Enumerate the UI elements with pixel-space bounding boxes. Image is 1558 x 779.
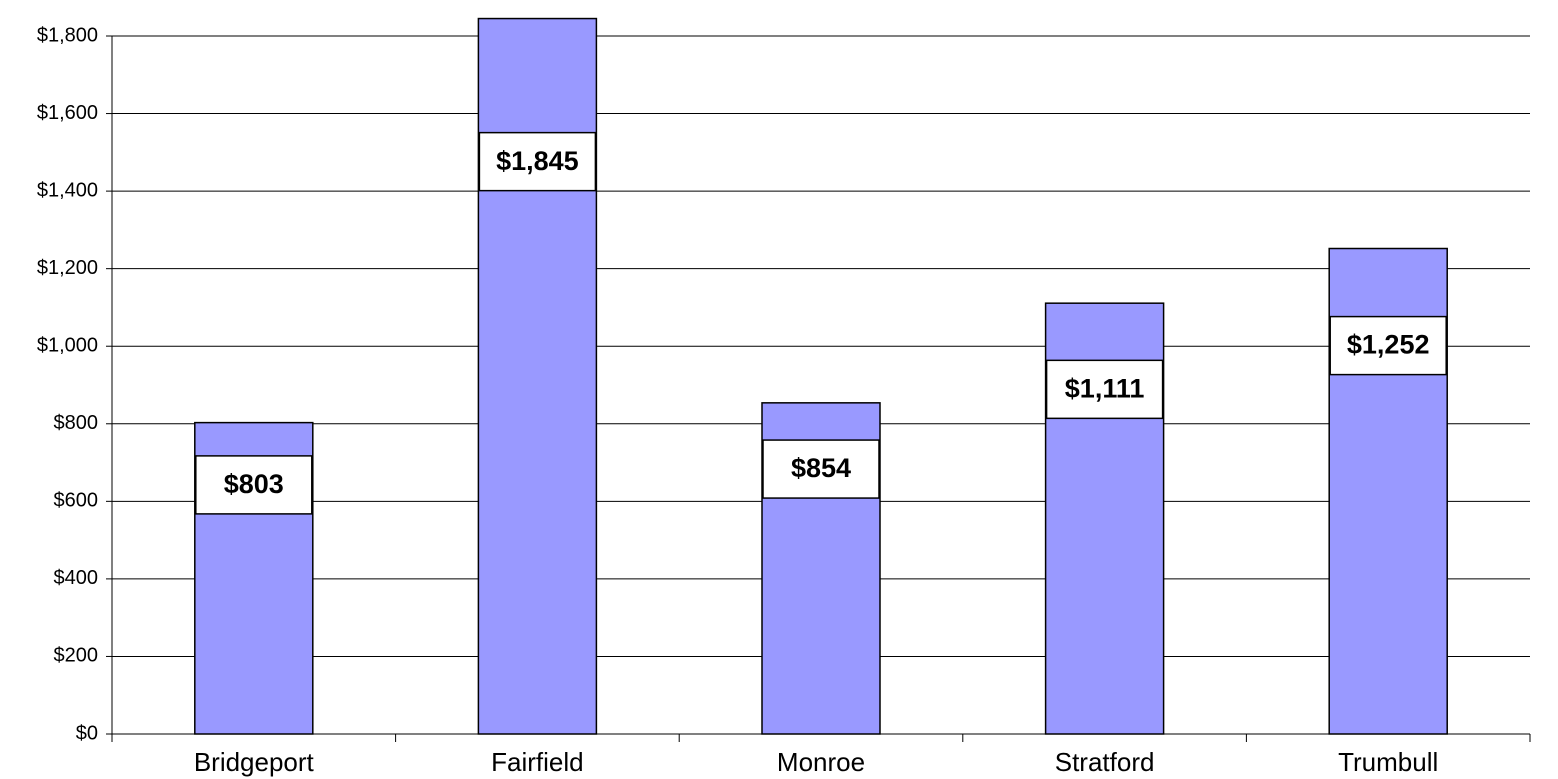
- value-label-box: [1329, 315, 1447, 376]
- value-label-box: [762, 439, 880, 499]
- value-label-box: [195, 455, 313, 515]
- value-label: $1,252: [1347, 330, 1430, 360]
- value-label: $854: [791, 453, 851, 483]
- y-tick-label: $1,200: [37, 257, 98, 279]
- y-tick-label: $1,000: [37, 335, 98, 357]
- y-tick-label: $200: [54, 645, 99, 667]
- y-tick-label: $800: [54, 412, 99, 434]
- y-tick-label: $0: [76, 722, 98, 744]
- bar: [477, 17, 598, 735]
- x-tick-label: Bridgeport: [194, 747, 315, 777]
- y-tick-label: $400: [54, 567, 99, 589]
- x-tick-label: Monroe: [777, 747, 865, 777]
- value-label: $803: [224, 469, 284, 499]
- x-tick-label: Stratford: [1055, 747, 1155, 777]
- x-tick-label: Fairfield: [491, 747, 583, 777]
- y-tick-label: $1,400: [37, 179, 98, 201]
- y-tick-label: $1,600: [37, 102, 98, 124]
- y-tick-label: $1,800: [37, 24, 98, 46]
- y-tick-label: $600: [54, 490, 99, 512]
- value-label: $1,845: [496, 146, 579, 176]
- value-label-box: [1045, 359, 1164, 420]
- value-label: $1,111: [1065, 373, 1145, 403]
- value-label-box: [478, 131, 597, 192]
- x-tick-label: Trumbull: [1338, 747, 1438, 777]
